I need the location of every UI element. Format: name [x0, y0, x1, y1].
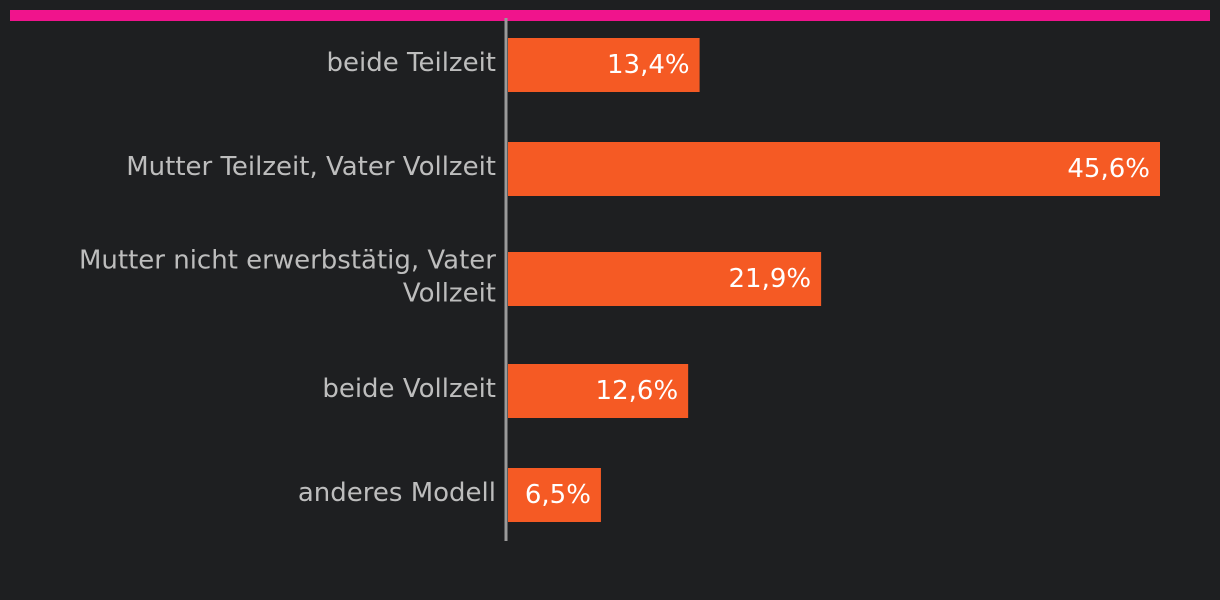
category-label-4: beide Vollzeit	[322, 374, 496, 404]
category-label-3-line-2: Vollzeit	[403, 279, 496, 309]
category-label-2: Mutter Teilzeit, Vater Vollzeit	[126, 152, 496, 182]
bar-1	[508, 38, 700, 92]
category-label-3-line-1: Mutter nicht erwerbstätig, Vater	[79, 246, 496, 276]
bar-3	[508, 252, 822, 306]
category-labels-layer: beide Teilzeit Mutter Teilzeit, Vater Vol…	[79, 48, 496, 508]
category-label-1-line-1: beide Teilzeit	[327, 48, 496, 78]
top-accent-band	[10, 10, 1210, 21]
category-label-5: anderes Modell	[298, 478, 496, 508]
value-label-4: 12,6%	[596, 376, 679, 406]
category-label-3: Mutter nicht erwerbstätig, Vater Vollzeit	[79, 246, 496, 309]
bar-2	[508, 142, 1160, 196]
value-label-3: 21,9%	[729, 264, 812, 294]
bars-layer: 13,4% 45,6% 21,9% 12,6% 6,5%	[508, 38, 1160, 522]
value-label-1: 13,4%	[607, 50, 690, 80]
bar-5	[508, 468, 601, 522]
value-label-2: 45,6%	[1067, 154, 1150, 184]
category-label-4-line-1: beide Vollzeit	[322, 374, 496, 404]
category-label-5-line-1: anderes Modell	[298, 478, 496, 508]
bar-4	[508, 364, 689, 418]
value-label-5: 6,5%	[525, 480, 591, 510]
category-label-2-line-1: Mutter Teilzeit, Vater Vollzeit	[126, 152, 496, 182]
category-label-1: beide Teilzeit	[327, 48, 496, 78]
